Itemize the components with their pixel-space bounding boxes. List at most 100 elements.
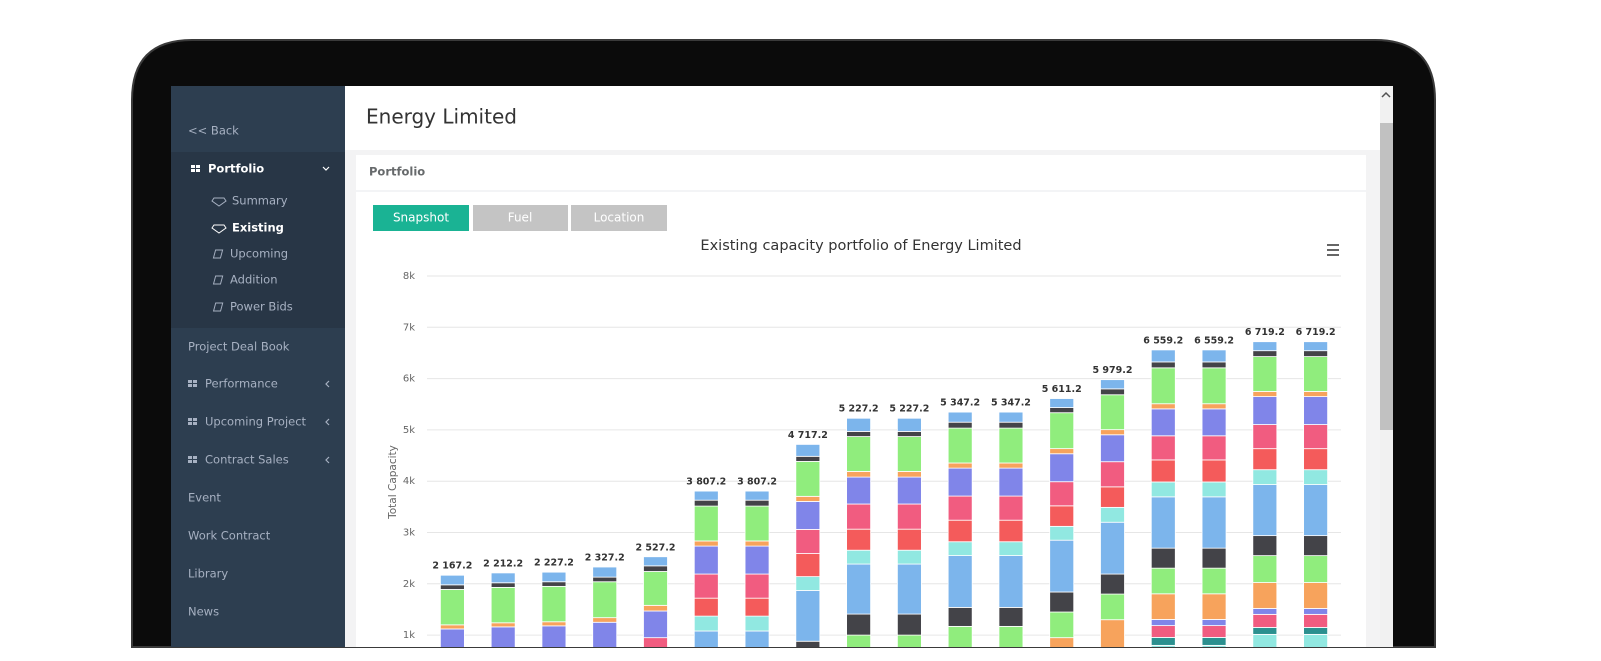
bar-segment: [1150, 435, 1176, 461]
bar-segment: [1049, 412, 1075, 450]
bar-segment: [998, 427, 1024, 464]
submenu-item[interactable]: Summary: [232, 194, 288, 208]
bar-segment: [1303, 484, 1329, 537]
bar-segment: [1100, 506, 1125, 523]
bar-segment: [541, 571, 567, 583]
menu-item[interactable]: Upcoming Project: [205, 415, 307, 429]
bar-segment: [896, 436, 922, 472]
tab-snapshot[interactable]: [373, 205, 469, 231]
bar-segment: [643, 604, 668, 612]
bar-segment: [846, 528, 872, 551]
chart-title: Existing capacity portfolio of Energy Li…: [700, 238, 1021, 254]
bar-segment: [1201, 496, 1227, 549]
stack-label: 2 212.2: [483, 558, 523, 569]
bar-segment: [1252, 356, 1278, 392]
stack-label: 2 327.2: [585, 553, 625, 564]
submenu-item[interactable]: Power Bids: [230, 300, 293, 314]
bar-segment: [1150, 496, 1176, 549]
bar-segment: [490, 582, 516, 588]
bar-segment: [1252, 396, 1278, 425]
bar-segment: [1049, 611, 1075, 639]
bar-segment: [744, 540, 770, 547]
bar-segment: [693, 615, 719, 632]
tab-fuel[interactable]: [473, 205, 568, 231]
chevron: [322, 166, 330, 171]
bar-segment: [846, 431, 872, 437]
stack-label: 2 227.2: [534, 558, 574, 569]
bar-segment: [693, 540, 719, 547]
bar-segment: [947, 519, 973, 543]
bar-segment: [1049, 505, 1075, 527]
bar-segment: [693, 597, 719, 617]
bar-segment: [693, 545, 719, 575]
bar-segment: [1201, 435, 1227, 461]
bar-segment: [744, 573, 770, 599]
bar-segment: [541, 585, 567, 623]
bar-segment: [1049, 398, 1075, 408]
bar-segment: [1252, 341, 1278, 352]
scroll-up[interactable]: [1381, 91, 1391, 98]
menu-item[interactable]: Contract Sales: [205, 453, 289, 467]
tab-label[interactable]: Fuel: [508, 211, 533, 225]
bar-segment: [693, 505, 719, 542]
bar-segment: [1303, 555, 1329, 583]
page-title: Energy Limited: [366, 105, 517, 129]
menu-item[interactable]: Work Contract: [188, 529, 271, 543]
bar-segment: [795, 640, 821, 647]
grid-icon: [193, 422, 197, 425]
bar-segment: [1201, 408, 1227, 437]
bar-segment: [1150, 593, 1176, 620]
bar-segment: [795, 553, 821, 578]
stack-label: 6 559.2: [1194, 335, 1234, 346]
menu-item[interactable]: Library: [188, 567, 228, 581]
bar-segment: [947, 625, 973, 647]
bar-segment: [1252, 484, 1278, 537]
bar-segment: [693, 573, 719, 599]
bar-segment: [1252, 350, 1278, 357]
stack-label: 5 227.2: [839, 404, 879, 415]
bar-segment: [896, 613, 922, 636]
y-tick-label: 6k: [403, 374, 415, 385]
bar-segment: [846, 417, 872, 432]
grid-icon: [193, 384, 197, 387]
menu-item[interactable]: News: [188, 605, 219, 619]
bar-segment: [947, 411, 973, 423]
y-axis-label: Total Capacity: [387, 445, 399, 520]
bar-segment: [1049, 481, 1075, 507]
grid-icon: [193, 460, 197, 463]
menu-item[interactable]: Performance: [205, 377, 278, 391]
bar-segment: [1049, 591, 1075, 613]
chart-menu[interactable]: [1327, 244, 1339, 256]
bar-segment: [1100, 379, 1125, 390]
bar-segment: [1201, 361, 1227, 369]
bar-segment: [1201, 349, 1227, 363]
bar-segment: [846, 634, 872, 647]
bar-segment: [643, 571, 668, 606]
bar-segment: [1049, 448, 1075, 455]
bar-segment: [541, 625, 567, 647]
back-link[interactable]: << Back: [188, 124, 239, 138]
bar-segment: [795, 529, 821, 554]
submenu-item[interactable]: Upcoming: [230, 247, 288, 261]
y-tick-label: 2k: [403, 579, 415, 590]
menu-item[interactable]: Event: [188, 491, 221, 505]
bar-segment: [744, 615, 770, 632]
bar-segment: [744, 505, 770, 542]
submenu-item[interactable]: Addition: [230, 273, 278, 287]
bar-segment: [1303, 627, 1329, 635]
y-tick-label: 8k: [403, 271, 415, 282]
tab-label[interactable]: Snapshot: [393, 211, 449, 225]
menu-item[interactable]: Project Deal Book: [188, 340, 290, 354]
tab-label[interactable]: Location: [594, 211, 645, 225]
bar-segment: [490, 586, 516, 624]
tab-location[interactable]: [571, 205, 667, 231]
bar-segment: [998, 555, 1024, 608]
bar-segment: [1150, 367, 1176, 405]
bar-segment: [947, 495, 973, 521]
bar-segment: [998, 541, 1024, 556]
submenu-item-active[interactable]: Existing: [232, 221, 284, 235]
bar-segment: [1303, 356, 1329, 392]
scrollbar-thumb[interactable]: [1380, 123, 1393, 430]
menu-portfolio[interactable]: Portfolio: [208, 162, 264, 176]
bar-segment: [744, 490, 770, 501]
